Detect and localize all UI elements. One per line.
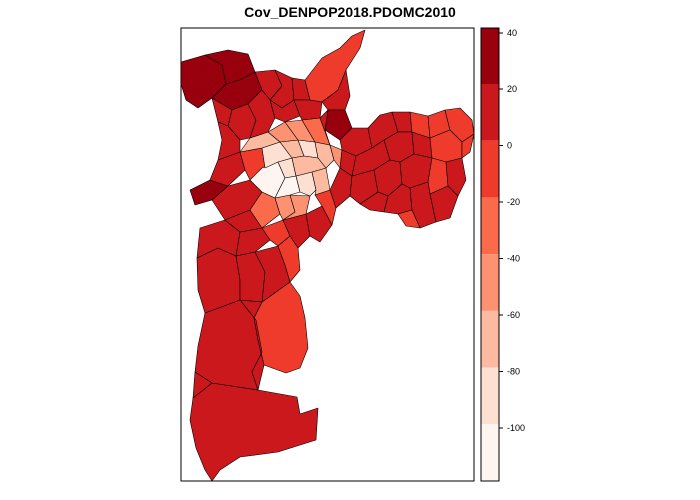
district-south-3 (192, 371, 213, 399)
district-north-16 (217, 121, 241, 161)
legend-bin (481, 140, 499, 198)
legend-bin (481, 197, 499, 255)
map-title: Cov_DENPOP2018.PDOMC2010 (244, 4, 456, 20)
legend-tick-label: -80 (507, 367, 520, 377)
legend-bin (481, 367, 499, 425)
legend-tick-label: -100 (507, 423, 525, 433)
district-north-11 (247, 89, 276, 139)
district-center-3 (274, 175, 301, 199)
legend-tick-label: -40 (507, 254, 520, 264)
legend-tick-label: 0 (507, 141, 512, 151)
legend-tick-label: -20 (507, 197, 520, 207)
district-south-middle-10 (305, 205, 333, 243)
district-west-7 (209, 151, 246, 187)
legend-bin (481, 310, 499, 368)
district-east-18 (445, 157, 467, 197)
district-east-12 (461, 133, 475, 159)
legend-bin (481, 424, 499, 481)
district-layer (180, 29, 475, 482)
legend-tick-label: 40 (507, 28, 517, 38)
legend: 40 20 0 -20 -40 -60 -80 -100 (480, 27, 525, 482)
legend-bin (481, 84, 499, 141)
map-frame (180, 27, 475, 482)
legend-tick-label: 20 (507, 84, 517, 94)
district-south-middle-9 (277, 235, 301, 283)
legend-bin (481, 28, 499, 84)
district-north-15 (319, 109, 331, 146)
legend-bin (481, 254, 499, 311)
legend-tick-label: -60 (507, 310, 520, 320)
district-east-23 (397, 209, 421, 229)
district-east-22 (429, 185, 459, 223)
legend-frame (480, 27, 500, 482)
district-north-7 (304, 29, 366, 103)
district-south-middle-1 (239, 299, 265, 391)
district-far-south (189, 382, 319, 482)
district-west-6 (282, 194, 311, 221)
district-east-19 (359, 191, 389, 213)
